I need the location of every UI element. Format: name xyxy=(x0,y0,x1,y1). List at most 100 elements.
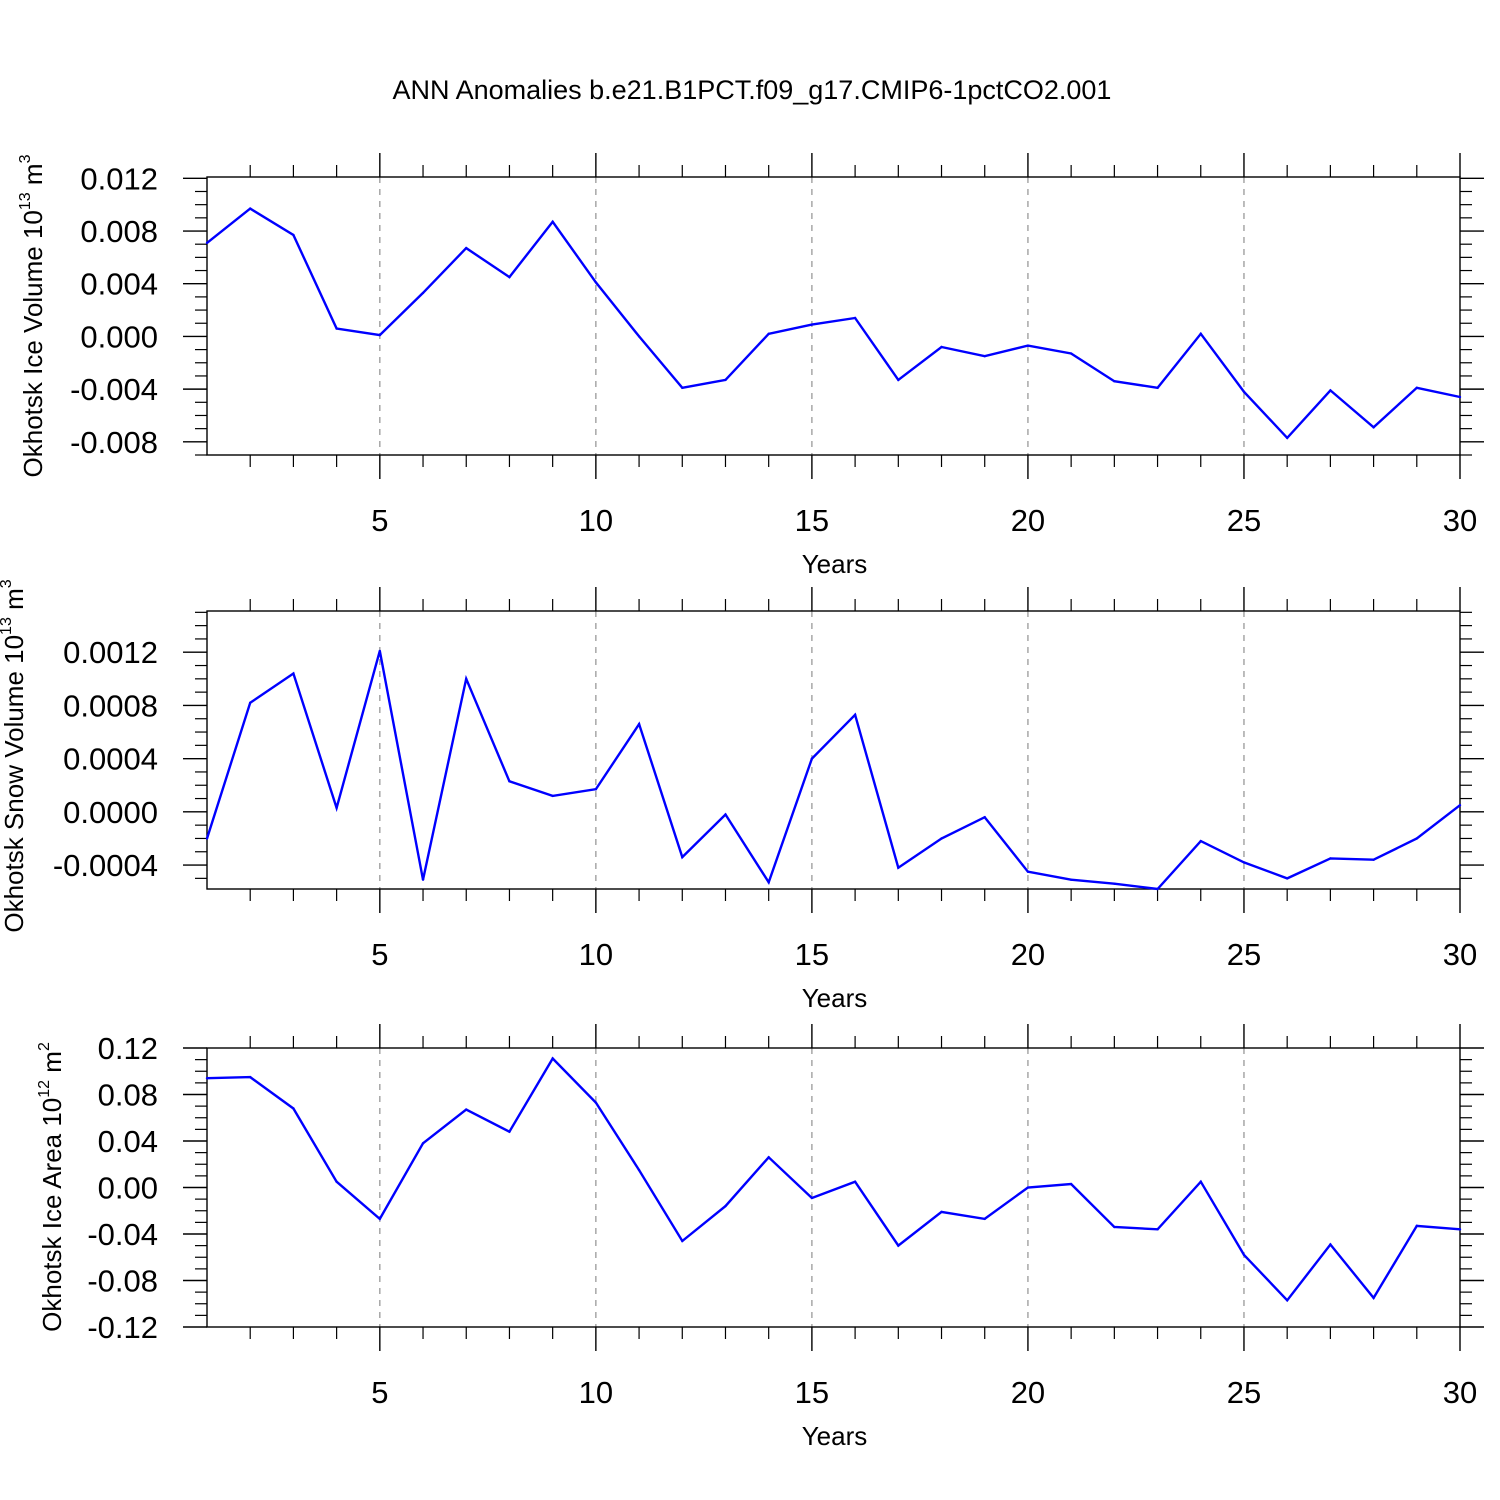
data-point xyxy=(1242,390,1246,393)
x-tick-label: 25 xyxy=(1227,503,1261,538)
data-point xyxy=(205,1077,209,1080)
x-tick-label: 10 xyxy=(579,503,613,538)
x-tick-label: 15 xyxy=(795,1375,829,1410)
data-point xyxy=(983,1217,986,1221)
x-tick-label: 15 xyxy=(795,503,829,538)
data-point xyxy=(1156,386,1159,390)
data-point xyxy=(1458,1228,1462,1231)
data-point xyxy=(205,837,209,840)
x-tick-label: 5 xyxy=(371,1375,388,1410)
data-point xyxy=(1069,352,1073,355)
y-tick-label: -0.008 xyxy=(70,425,158,460)
data-point xyxy=(1199,1180,1202,1183)
data-point xyxy=(594,788,598,791)
data-point xyxy=(1113,882,1116,885)
x-axis-label: Years xyxy=(802,549,868,579)
data-point xyxy=(637,722,641,726)
data-point xyxy=(853,316,857,320)
data-point xyxy=(767,332,770,335)
panel-1: 5 10 15 20 25 30 -0.008 -0.004 0.000 0.004 0.008 0.… xyxy=(17,153,1484,579)
y-tick-label: 0.12 xyxy=(98,1031,158,1066)
data-point xyxy=(681,386,684,390)
y-tick-label: -0.04 xyxy=(87,1217,158,1252)
data-point xyxy=(249,1075,252,1079)
y-axis-label-exp: 13 xyxy=(0,617,15,635)
series-line xyxy=(206,1056,1461,1303)
data-point xyxy=(1113,1225,1116,1229)
y-tick-label: -0.12 xyxy=(87,1310,158,1345)
data-point xyxy=(465,677,468,681)
data-point xyxy=(983,815,986,819)
data-point xyxy=(724,378,727,382)
x-tick-label: 20 xyxy=(1011,1375,1045,1410)
data-point xyxy=(594,1101,598,1104)
data-point xyxy=(1285,1299,1289,1302)
y-tick-label: 0.0012 xyxy=(63,635,158,670)
x-tick-label: 10 xyxy=(579,937,613,972)
data-point xyxy=(249,207,252,210)
y-tick-label: 0.000 xyxy=(80,319,158,354)
data-point xyxy=(637,335,641,338)
data-point xyxy=(940,1210,943,1214)
data-point xyxy=(853,1180,857,1183)
y-tick-label: 0.04 xyxy=(98,1124,158,1159)
x-tick-label: 20 xyxy=(1011,503,1045,538)
x-tick-label: 15 xyxy=(795,937,829,972)
data-point xyxy=(897,1244,900,1247)
data-point xyxy=(205,241,209,245)
data-point xyxy=(1415,837,1418,840)
data-point xyxy=(1199,332,1202,335)
data-point xyxy=(1329,1243,1332,1246)
data-point xyxy=(1113,380,1116,383)
data-point xyxy=(1415,386,1418,390)
data-point xyxy=(810,1196,814,1200)
data-point xyxy=(1069,1182,1073,1186)
data-point xyxy=(335,1180,338,1183)
data-point xyxy=(292,233,295,237)
data-point xyxy=(1372,1296,1375,1300)
y-axis-label: Okhotsk Ice Area 1012 m2 xyxy=(36,1042,67,1332)
data-point xyxy=(940,837,943,840)
y-axis-label: Okhotsk Snow Volume 1013 m3 xyxy=(0,579,29,932)
data-point xyxy=(508,780,511,783)
panel-2: 5 10 15 20 25 30 -0.0004 0.0000 0.0004 0.0008 0.00… xyxy=(0,579,1484,1013)
data-point xyxy=(1199,839,1202,843)
x-tick-label: 10 xyxy=(579,1375,613,1410)
data-point xyxy=(681,855,684,859)
data-point xyxy=(594,281,598,284)
y-axis-label-unit: m xyxy=(37,1051,67,1080)
data-point xyxy=(767,881,770,884)
y-tick-label: 0.004 xyxy=(80,267,158,302)
data-point xyxy=(1069,878,1073,881)
y-axis-label-unit-exp: 2 xyxy=(36,1042,53,1051)
y-tick-label: 0.008 xyxy=(80,214,158,249)
y-axis-label-unit-exp: 3 xyxy=(0,579,15,588)
y-tick-label: -0.0004 xyxy=(53,848,158,883)
data-point xyxy=(551,794,554,798)
y-tick-label: 0.0000 xyxy=(63,795,158,830)
y-tick-label: 0.00 xyxy=(98,1171,158,1206)
data-point xyxy=(1458,395,1462,399)
data-point xyxy=(940,345,943,349)
data-point xyxy=(1415,1224,1418,1228)
y-tick-label: -0.08 xyxy=(87,1264,158,1299)
data-point xyxy=(1329,857,1332,860)
data-point xyxy=(1458,804,1462,807)
data-point xyxy=(421,1142,425,1145)
data-point xyxy=(1026,344,1030,347)
data-point xyxy=(983,354,986,358)
data-point xyxy=(335,327,338,330)
plot-frame xyxy=(206,610,1461,890)
y-axis-label-text: Okhotsk Ice Volume 10 xyxy=(18,210,48,477)
y-tick-label: 0.0008 xyxy=(63,688,158,723)
x-tick-label: 30 xyxy=(1443,1375,1477,1410)
data-point xyxy=(1285,436,1289,440)
data-point xyxy=(421,878,425,881)
data-point xyxy=(465,1108,468,1111)
data-point xyxy=(1329,389,1332,392)
data-point xyxy=(1156,887,1159,891)
x-tick-label: 30 xyxy=(1443,937,1477,972)
data-point xyxy=(810,757,814,760)
data-point xyxy=(897,866,900,869)
